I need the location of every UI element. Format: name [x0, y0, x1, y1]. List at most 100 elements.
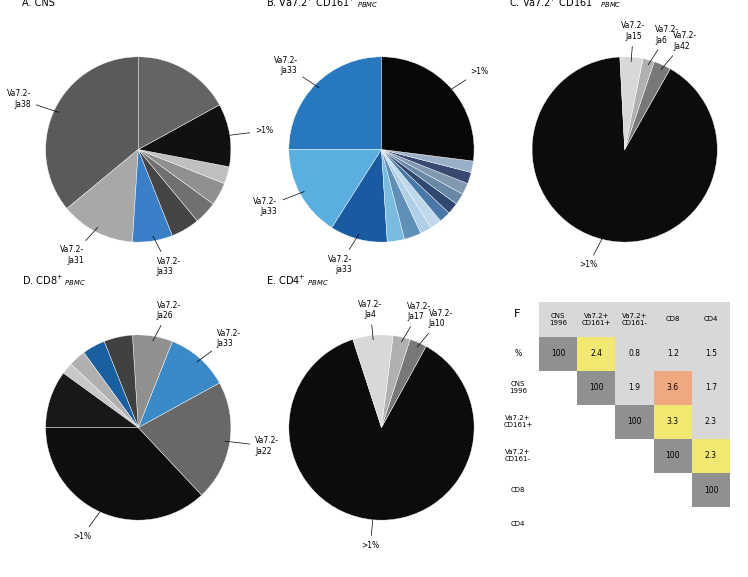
- Text: 100: 100: [551, 349, 565, 358]
- Text: Va7.2-
Ja33: Va7.2- Ja33: [197, 329, 241, 362]
- Text: Va7.2-
Ja38: Va7.2- Ja38: [7, 89, 58, 113]
- Text: CNS
1996: CNS 1996: [549, 313, 567, 326]
- Bar: [692, 370, 730, 405]
- Text: E. CD4$^{+}$$_{\ PBMC}$: E. CD4$^{+}$$_{\ PBMC}$: [266, 273, 328, 288]
- Text: Va7.2-
Ja15: Va7.2- Ja15: [622, 21, 646, 62]
- Bar: [692, 302, 730, 336]
- Wedge shape: [381, 149, 473, 173]
- Wedge shape: [132, 335, 172, 428]
- Wedge shape: [381, 149, 405, 242]
- Wedge shape: [84, 342, 138, 428]
- Text: D. CD8$^{+}$$_{\ PBMC}$: D. CD8$^{+}$$_{\ PBMC}$: [22, 273, 87, 288]
- Bar: [539, 405, 577, 439]
- Bar: [539, 473, 577, 507]
- Text: 3.3: 3.3: [666, 417, 679, 426]
- Bar: [616, 473, 654, 507]
- Wedge shape: [138, 149, 213, 221]
- Wedge shape: [71, 353, 138, 428]
- Text: CD8: CD8: [511, 487, 525, 493]
- Text: 1.9: 1.9: [628, 383, 640, 392]
- Text: C. Va7.2$^{+}$ CD161$^{-}$$_{\ PBMC}$: C. Va7.2$^{+}$ CD161$^{-}$$_{\ PBMC}$: [509, 0, 622, 10]
- Wedge shape: [46, 57, 138, 208]
- Wedge shape: [381, 149, 471, 183]
- Text: >1%: >1%: [225, 126, 274, 136]
- Wedge shape: [381, 336, 410, 428]
- Wedge shape: [289, 339, 474, 520]
- Text: >1%: >1%: [361, 515, 379, 550]
- Bar: [654, 336, 692, 370]
- Bar: [654, 302, 692, 336]
- Wedge shape: [620, 57, 643, 149]
- Wedge shape: [381, 149, 441, 228]
- Bar: [692, 439, 730, 473]
- Text: A. CNS: A. CNS: [22, 0, 55, 8]
- Text: 1.7: 1.7: [705, 383, 717, 392]
- Wedge shape: [138, 342, 219, 428]
- Text: CD4: CD4: [704, 316, 718, 323]
- Text: 2.3: 2.3: [705, 451, 717, 460]
- Wedge shape: [138, 149, 224, 204]
- Text: Va7.2+
CD161-: Va7.2+ CD161-: [622, 313, 648, 326]
- Text: Va7.2-
Ja33: Va7.2- Ja33: [254, 192, 304, 216]
- Text: CD4: CD4: [511, 521, 525, 527]
- Text: 1.5: 1.5: [705, 349, 717, 358]
- Text: Va7.2+
CD161+: Va7.2+ CD161+: [503, 415, 533, 428]
- Text: 100: 100: [666, 451, 680, 460]
- Bar: [539, 439, 577, 473]
- Text: CD8: CD8: [666, 316, 680, 323]
- Bar: [539, 336, 577, 370]
- Wedge shape: [381, 57, 474, 161]
- Text: Va7.2-
Ja10: Va7.2- Ja10: [417, 309, 453, 347]
- Bar: [654, 439, 692, 473]
- Bar: [577, 439, 616, 473]
- Bar: [577, 302, 616, 336]
- Bar: [654, 370, 692, 405]
- Wedge shape: [381, 149, 456, 213]
- Bar: [616, 370, 654, 405]
- Text: 2.4: 2.4: [590, 349, 602, 358]
- Bar: [692, 336, 730, 370]
- Bar: [539, 370, 577, 405]
- Bar: [539, 302, 577, 336]
- Wedge shape: [353, 335, 393, 428]
- Text: 1.2: 1.2: [666, 349, 678, 358]
- Wedge shape: [381, 149, 463, 204]
- Wedge shape: [138, 149, 197, 235]
- Text: Va7.2-
Ja17: Va7.2- Ja17: [402, 302, 432, 342]
- Bar: [577, 336, 616, 370]
- Wedge shape: [625, 59, 654, 149]
- Text: Va7.2-
Ja4: Va7.2- Ja4: [358, 300, 382, 340]
- Bar: [616, 336, 654, 370]
- Text: 100: 100: [704, 486, 718, 494]
- Wedge shape: [381, 149, 449, 221]
- Text: 100: 100: [628, 417, 642, 426]
- Wedge shape: [381, 149, 468, 194]
- Text: >1%: >1%: [448, 66, 488, 92]
- Text: 2.3: 2.3: [705, 417, 717, 426]
- Wedge shape: [138, 105, 231, 167]
- Text: 0.8: 0.8: [628, 349, 640, 358]
- Wedge shape: [289, 149, 381, 228]
- Text: 3.6: 3.6: [666, 383, 679, 392]
- Wedge shape: [104, 335, 138, 428]
- Bar: [654, 473, 692, 507]
- Wedge shape: [532, 57, 717, 242]
- Wedge shape: [381, 149, 431, 233]
- Text: CNS
1996: CNS 1996: [509, 381, 527, 394]
- Bar: [654, 405, 692, 439]
- Wedge shape: [138, 57, 219, 149]
- Bar: [577, 473, 616, 507]
- Wedge shape: [381, 339, 426, 428]
- Wedge shape: [46, 428, 202, 520]
- Bar: [616, 439, 654, 473]
- Text: Va7.2-
Ja33: Va7.2- Ja33: [153, 236, 181, 276]
- Text: Va7.2-
Ja42: Va7.2- Ja42: [661, 31, 697, 69]
- Wedge shape: [138, 149, 230, 183]
- Text: F: F: [514, 309, 520, 319]
- Text: Va7.2-
Ja26: Va7.2- Ja26: [153, 301, 181, 341]
- Wedge shape: [67, 149, 138, 242]
- Text: Va7.2-
Ja31: Va7.2- Ja31: [61, 227, 98, 265]
- Bar: [577, 370, 616, 405]
- Bar: [692, 473, 730, 507]
- Text: Va7.2+
CD161-: Va7.2+ CD161-: [505, 449, 531, 463]
